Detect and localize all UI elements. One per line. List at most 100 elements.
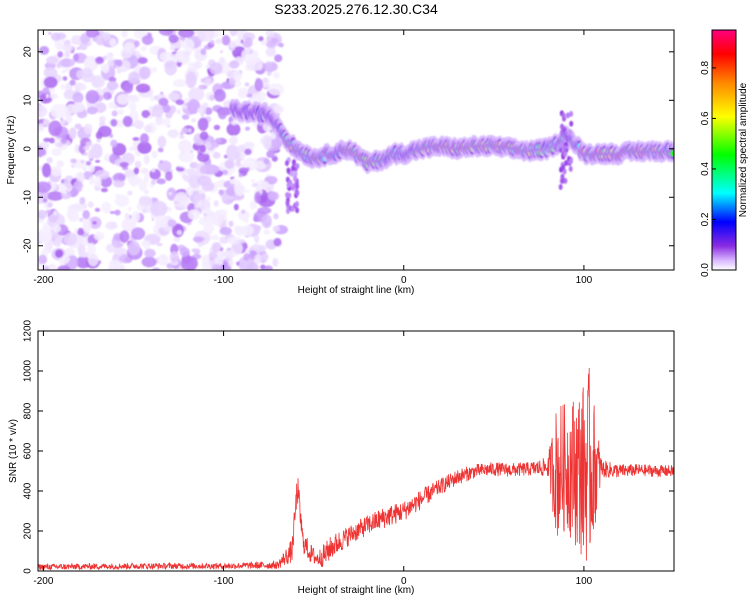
- noise-blob: [229, 179, 235, 185]
- noise-blob: [42, 118, 51, 126]
- noise-blob: [245, 47, 254, 55]
- noise-blob: [182, 104, 188, 110]
- noise-blob: [270, 37, 279, 44]
- noise-blob: [223, 249, 236, 259]
- noise-blob: [169, 45, 176, 51]
- snr-y-tick-label: 400: [23, 482, 34, 499]
- noise-blob: [72, 102, 85, 113]
- smear-blob: [295, 207, 300, 214]
- noise-blob: [229, 41, 236, 49]
- noise-blob: [131, 210, 141, 223]
- noise-blob: [167, 219, 177, 228]
- noise-blob: [152, 66, 157, 73]
- noise-blob: [267, 191, 280, 201]
- noise-blob: [46, 191, 64, 201]
- noise-blob: [167, 129, 179, 139]
- noise-blob: [64, 111, 72, 119]
- noise-blob: [127, 175, 142, 185]
- noise-blob: [189, 161, 199, 169]
- smear-blob: [284, 160, 289, 167]
- noise-blob: [144, 248, 156, 258]
- noise-blob: [262, 253, 269, 261]
- noise-blob: [151, 150, 158, 159]
- spectrogram-x-ticks: -200 -100 0 100: [33, 30, 593, 286]
- noise-blob: [135, 83, 151, 93]
- noise-blob: [219, 226, 232, 236]
- noise-blob: [254, 253, 262, 264]
- noise-blob: [45, 93, 49, 99]
- noise-blob: [111, 110, 118, 117]
- noise-blob: [127, 190, 133, 196]
- noise-blob: [232, 70, 243, 81]
- noise-blob: [78, 217, 84, 222]
- noise-blob: [228, 220, 234, 228]
- noise-blob: [244, 82, 250, 87]
- noise-blob: [124, 212, 130, 220]
- noise-blob: [95, 32, 100, 36]
- noise-blob: [39, 93, 53, 104]
- noise-blob: [121, 218, 137, 232]
- noise-blob: [197, 117, 209, 131]
- noise-blob: [188, 175, 201, 189]
- noise-blob: [211, 263, 222, 270]
- noise-blob: [218, 189, 224, 196]
- smear-blob: [291, 159, 296, 166]
- noise-blob: [206, 196, 211, 202]
- snr-x-tick-label: 100: [576, 576, 593, 587]
- noise-blob: [140, 45, 147, 52]
- noise-blob: [233, 203, 239, 211]
- noise-blob: [235, 159, 241, 167]
- noise-blob: [72, 92, 84, 104]
- noise-blob: [213, 200, 219, 207]
- noise-blob: [149, 95, 155, 102]
- smear-blob: [559, 142, 564, 149]
- noise-blob: [261, 77, 271, 89]
- noise-blob: [113, 247, 127, 256]
- noise-blob: [274, 54, 283, 63]
- noise-blob: [83, 145, 90, 151]
- noise-blob: [69, 79, 76, 86]
- noise-blob: [76, 69, 85, 79]
- noise-blob: [273, 237, 282, 247]
- noise-blob: [178, 139, 192, 153]
- noise-blob: [137, 57, 148, 64]
- noise-blob: [243, 253, 250, 261]
- noise-blob: [43, 66, 58, 79]
- noise-blob: [263, 158, 270, 165]
- noise-blob: [141, 256, 157, 268]
- noise-blob: [127, 206, 132, 212]
- smear-blob: [559, 123, 564, 130]
- smear-blob: [563, 151, 568, 158]
- noise-blob: [83, 204, 88, 208]
- noise-blob: [88, 149, 96, 158]
- noise-blob: [221, 169, 229, 175]
- smear-blob: [294, 201, 299, 208]
- noise-blob: [38, 209, 48, 220]
- noise-blob: [155, 115, 163, 126]
- noise-blob: [254, 191, 262, 204]
- noise-blob: [56, 160, 65, 168]
- noise-blob: [55, 249, 64, 258]
- noise-blob: [69, 127, 77, 140]
- noise-blob: [39, 45, 50, 55]
- noise-blob: [45, 209, 52, 214]
- noise-blob: [278, 42, 284, 48]
- noise-blob: [87, 201, 94, 208]
- noise-blob: [43, 76, 58, 89]
- noise-blob: [213, 88, 226, 102]
- noise-blob: [123, 83, 133, 94]
- noise-blob: [187, 98, 200, 115]
- noise-blob: [70, 209, 79, 219]
- noise-blob: [237, 256, 255, 270]
- noise-blob: [51, 147, 62, 157]
- noise-blob: [83, 167, 87, 171]
- noise-blob: [44, 266, 50, 270]
- noise-blob: [228, 258, 234, 267]
- noise-blob: [272, 225, 281, 232]
- noise-blob: [175, 99, 185, 106]
- noise-blob: [113, 242, 118, 247]
- noise-blob: [260, 180, 270, 188]
- noise-blob: [180, 256, 198, 270]
- noise-blob: [273, 213, 279, 220]
- noise-blob: [122, 115, 133, 127]
